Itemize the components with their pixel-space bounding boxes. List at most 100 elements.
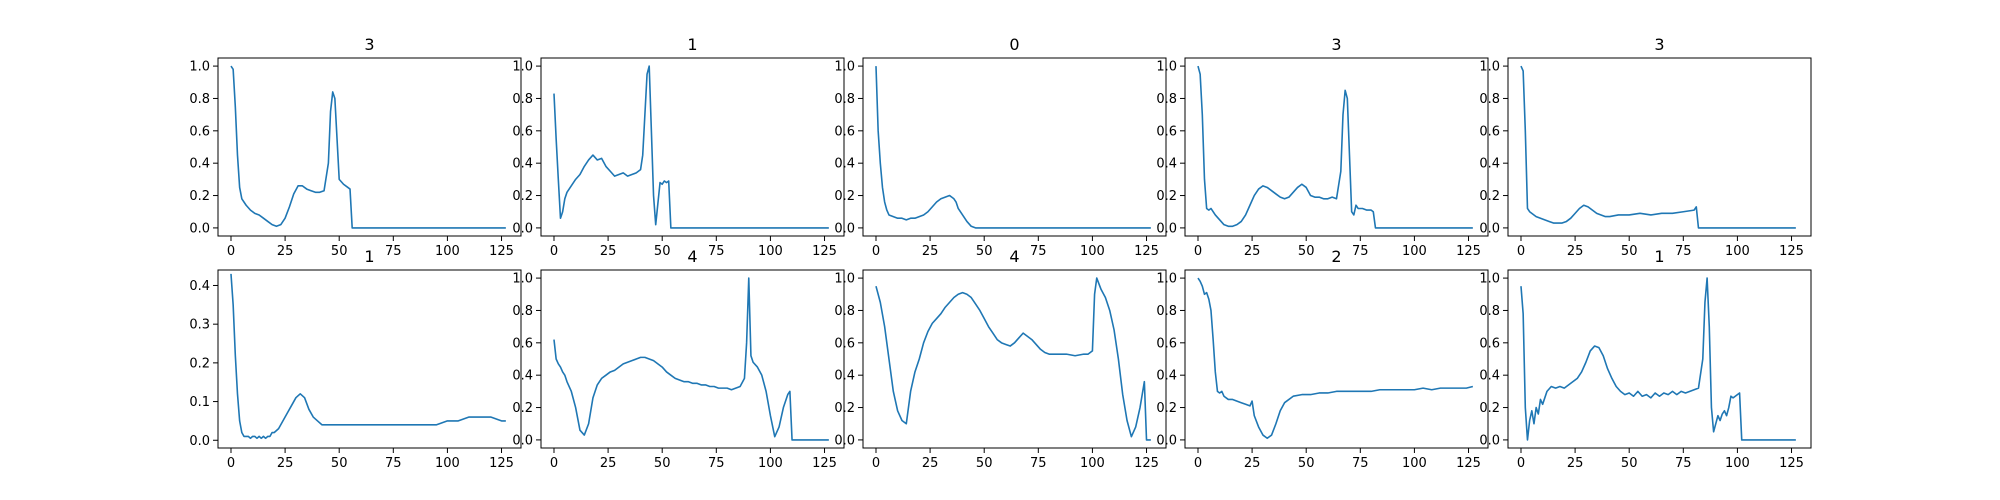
y-tick-label: 0.0 bbox=[1479, 433, 1500, 448]
subplot-title: 0 bbox=[1009, 35, 1019, 54]
subplot-9: 2 0 25 50 75 100 125 0.0 0.2 0.4 0.6 0.8 1.0 bbox=[1156, 247, 1489, 471]
y-tick-label: 0.0 bbox=[1156, 433, 1177, 448]
y-tick-label: 0.6 bbox=[834, 124, 855, 139]
series-line bbox=[553, 277, 829, 441]
subplot-5: 3 0 25 50 75 100 125 0.0 0.2 0.4 0.6 0.8 1.0 bbox=[1479, 35, 1812, 259]
y-tick-label: 0.8 bbox=[834, 92, 855, 107]
x-tick-label: 25 bbox=[922, 456, 939, 471]
x-tick-label: 0 bbox=[1194, 456, 1202, 471]
axes-frame bbox=[1184, 269, 1489, 449]
y-tick-label: 0.4 bbox=[834, 369, 855, 384]
axes-frame bbox=[1507, 57, 1812, 237]
y-tick-label: 0.2 bbox=[834, 189, 855, 204]
x-tick-label: 0 bbox=[1517, 244, 1525, 259]
x-tick-label: 0 bbox=[1517, 456, 1525, 471]
subplot-title: 1 bbox=[1654, 247, 1664, 266]
x-tick-label: 50 bbox=[976, 456, 993, 471]
subplot-8: 4 0 25 50 75 100 125 0.0 0.2 0.4 0.6 0.8 1.0 bbox=[834, 247, 1167, 471]
y-tick-label: 0.8 bbox=[189, 92, 210, 107]
subplot-6: 1 0 25 50 75 100 125 0.0 0.1 0.2 0.3 0.4 bbox=[189, 247, 522, 471]
subplot-title: 1 bbox=[687, 35, 697, 54]
y-tick-label: 1.0 bbox=[512, 272, 533, 287]
y-tick-label: 0.6 bbox=[834, 336, 855, 351]
x-tick-label: 50 bbox=[331, 456, 348, 471]
x-tick-label: 25 bbox=[600, 456, 617, 471]
x-tick-label: 0 bbox=[1194, 244, 1202, 259]
x-tick-label: 25 bbox=[1567, 456, 1584, 471]
y-tick-label: 0.0 bbox=[189, 221, 210, 236]
y-tick-label: 0.0 bbox=[834, 221, 855, 236]
y-tick-label: 0.0 bbox=[189, 434, 210, 449]
x-tick-label: 25 bbox=[922, 244, 939, 259]
subplot-title: 3 bbox=[1654, 35, 1664, 54]
series-line bbox=[1197, 65, 1473, 229]
series-line bbox=[875, 277, 1151, 441]
x-tick-label: 75 bbox=[708, 456, 725, 471]
y-tick-label: 1.0 bbox=[189, 60, 210, 75]
x-tick-label: 0 bbox=[872, 244, 880, 259]
y-tick-label: 0.8 bbox=[1479, 92, 1500, 107]
y-tick-label: 1.0 bbox=[834, 60, 855, 75]
x-tick-label: 125 bbox=[812, 244, 837, 259]
x-tick-label: 125 bbox=[1779, 244, 1804, 259]
x-tick-label: 75 bbox=[1352, 244, 1369, 259]
x-tick-label: 0 bbox=[227, 456, 235, 471]
y-tick-label: 0.6 bbox=[1479, 336, 1500, 351]
y-tick-label: 0.8 bbox=[512, 92, 533, 107]
x-tick-label: 0 bbox=[550, 456, 558, 471]
axes-frame bbox=[862, 269, 1167, 449]
y-tick-label: 0.6 bbox=[1156, 336, 1177, 351]
y-tick-label: 0.8 bbox=[1479, 304, 1500, 319]
y-tick-label: 0.4 bbox=[1479, 369, 1500, 384]
x-tick-label: 50 bbox=[976, 244, 993, 259]
x-tick-label: 100 bbox=[1725, 244, 1750, 259]
axes-frame bbox=[217, 57, 522, 237]
y-tick-label: 1.0 bbox=[512, 60, 533, 75]
x-tick-label: 75 bbox=[385, 456, 402, 471]
x-tick-label: 50 bbox=[1621, 456, 1638, 471]
x-tick-label: 100 bbox=[1402, 456, 1427, 471]
y-tick-label: 0.4 bbox=[1156, 157, 1177, 172]
subplot-10: 1 0 25 50 75 100 125 0.0 0.2 0.4 0.6 0.8 1.0 bbox=[1479, 247, 1812, 471]
y-tick-label: 0.2 bbox=[189, 356, 210, 371]
x-tick-label: 75 bbox=[1030, 456, 1047, 471]
y-tick-label: 1.0 bbox=[1479, 60, 1500, 75]
x-tick-label: 125 bbox=[1134, 244, 1159, 259]
y-tick-label: 0.0 bbox=[834, 433, 855, 448]
x-tick-label: 125 bbox=[1456, 244, 1481, 259]
subplot-3: 0 0 25 50 75 100 125 0.0 0.2 0.4 0.6 0.8 1.0 bbox=[834, 35, 1167, 259]
y-tick-label: 0.2 bbox=[1156, 401, 1177, 416]
series-line bbox=[1520, 65, 1796, 229]
y-tick-label: 0.4 bbox=[189, 157, 210, 172]
x-tick-label: 25 bbox=[1244, 456, 1261, 471]
subplot-1: 3 0 25 50 75 100 125 0.0 0.2 0.4 0.6 0.8 1.0 bbox=[189, 35, 522, 259]
subplot-title: 4 bbox=[687, 247, 697, 266]
x-tick-label: 100 bbox=[1402, 244, 1427, 259]
subplot-2: 1 0 25 50 75 100 125 0.0 0.2 0.4 0.6 0.8 1.0 bbox=[512, 35, 845, 259]
y-tick-label: 0.6 bbox=[1479, 124, 1500, 139]
x-tick-label: 100 bbox=[1080, 456, 1105, 471]
series-line bbox=[230, 273, 506, 440]
y-tick-label: 1.0 bbox=[1479, 272, 1500, 287]
x-tick-label: 75 bbox=[1675, 244, 1692, 259]
x-tick-label: 125 bbox=[489, 244, 514, 259]
series-line bbox=[1197, 277, 1474, 440]
x-tick-label: 0 bbox=[227, 244, 235, 259]
subplot-title: 1 bbox=[364, 247, 374, 266]
series-line bbox=[1520, 277, 1796, 441]
x-tick-label: 50 bbox=[1621, 244, 1638, 259]
x-tick-label: 50 bbox=[654, 456, 671, 471]
x-tick-label: 100 bbox=[435, 456, 460, 471]
axes-frame bbox=[1507, 269, 1812, 449]
axes-frame bbox=[1184, 57, 1489, 237]
y-tick-label: 0.2 bbox=[1156, 189, 1177, 204]
y-tick-label: 1.0 bbox=[1156, 60, 1177, 75]
y-tick-label: 0.4 bbox=[512, 157, 533, 172]
y-tick-label: 0.4 bbox=[1156, 369, 1177, 384]
y-tick-label: 0.8 bbox=[1156, 92, 1177, 107]
y-tick-label: 1.0 bbox=[834, 272, 855, 287]
y-tick-label: 0.2 bbox=[834, 401, 855, 416]
x-tick-label: 125 bbox=[1456, 456, 1481, 471]
subplot-4: 3 0 25 50 75 100 125 0.0 0.2 0.4 0.6 0.8 1.0 bbox=[1156, 35, 1489, 259]
x-tick-label: 50 bbox=[1298, 244, 1315, 259]
